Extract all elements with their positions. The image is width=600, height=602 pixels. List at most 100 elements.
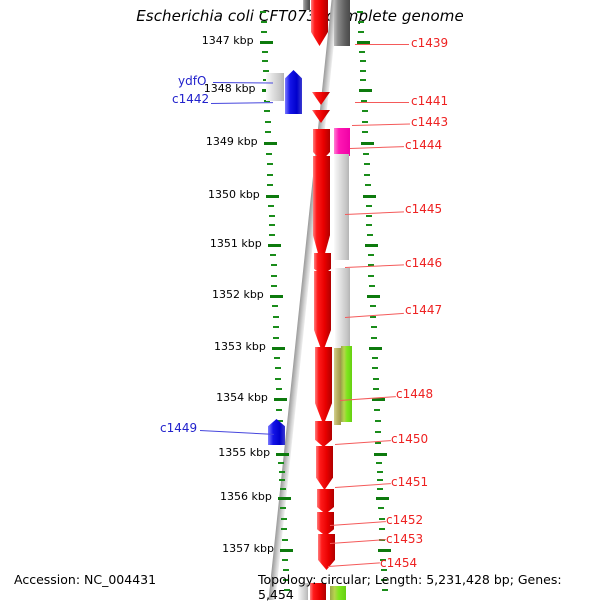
- axis-major-tick: [267, 244, 281, 247]
- axis-minor-tick: [361, 110, 368, 113]
- axis-minor-tick: [275, 387, 282, 390]
- gene-label-c1439[interactable]: c1439: [411, 36, 449, 50]
- axis-major-tick: [279, 549, 293, 552]
- gene-label-ydfO[interactable]: ydfO: [178, 74, 207, 88]
- axis-minor-tick: [267, 184, 274, 187]
- feature-bottom-gray[interactable]: [298, 583, 308, 600]
- axis-minor-tick: [273, 326, 280, 329]
- genome-summary-text: Topology: circular; Length: 5,231,428 bp…: [258, 572, 562, 602]
- gene-label-leader: [329, 539, 386, 544]
- gene-label-leader: [344, 211, 404, 215]
- feature-top-gray[interactable]: [303, 0, 310, 10]
- feature-c1444-pink[interactable]: [334, 128, 350, 156]
- axis-minor-tick: [381, 589, 388, 591]
- feature-c1446-red[interactable]: [314, 253, 331, 275]
- axis-minor-tick: [268, 204, 275, 207]
- feature-c1445-gray[interactable]: [334, 154, 349, 260]
- page-title: Escherichia coli CFT073, complete genome: [136, 7, 464, 25]
- axis-minor-tick: [358, 31, 365, 33]
- axis-minor-tick: [281, 528, 288, 531]
- axis-minor-tick: [260, 11, 267, 13]
- gene-label-c1454[interactable]: c1454: [380, 556, 418, 570]
- axis-minor-tick: [378, 507, 385, 510]
- axis-major-tick: [375, 497, 389, 500]
- axis-minor-tick: [370, 315, 377, 318]
- axis-minor-tick: [272, 305, 279, 308]
- gene-label-c1448[interactable]: c1448: [396, 387, 434, 401]
- axis-minor-tick: [268, 214, 275, 217]
- feature-c1448-green[interactable]: [341, 346, 352, 422]
- gene-label-c1452[interactable]: c1452: [386, 513, 424, 527]
- axis-minor-tick: [262, 60, 269, 63]
- feature-c1448-olive[interactable]: [334, 348, 341, 425]
- axis-minor-tick: [274, 367, 281, 370]
- feature-top-red[interactable]: [311, 0, 328, 8]
- feature-c1442-blue[interactable]: [285, 93, 302, 114]
- feature-c1445-red[interactable]: [313, 156, 330, 266]
- gene-label-leader: [351, 123, 410, 126]
- accession-text: Accession: NC_004431: [14, 572, 157, 587]
- gene-label-c1449[interactable]: c1449: [160, 421, 198, 435]
- axis-minor-tick: [273, 336, 280, 339]
- feature-bottom-red[interactable]: [310, 583, 326, 600]
- axis-major-tick: [271, 347, 285, 350]
- feature-ydfO-gray[interactable]: [266, 73, 284, 101]
- feature-ydfO-blue[interactable]: [285, 70, 302, 100]
- axis-minor-tick: [262, 69, 269, 72]
- axis-minor-tick: [366, 234, 373, 237]
- axis-minor-tick: [368, 274, 375, 277]
- axis-minor-tick: [357, 21, 364, 23]
- feature-c1444-red[interactable]: [313, 129, 330, 161]
- axis-minor-tick: [380, 569, 387, 571]
- axis-minor-tick: [270, 254, 277, 257]
- feature-c1451-red[interactable]: [316, 446, 333, 490]
- feature-c1452-red[interactable]: [317, 489, 334, 514]
- axis-tick-label: 1354 kbp: [216, 391, 268, 404]
- feature-c1453-red[interactable]: [317, 512, 334, 536]
- axis-minor-tick: [377, 488, 384, 491]
- axis-tick-label: 1349 kbp: [205, 135, 258, 148]
- gene-label-c1451[interactable]: c1451: [391, 475, 429, 489]
- feature-c1448-red[interactable]: [315, 347, 332, 425]
- axis-major-tick: [371, 398, 385, 401]
- feature-c1439-gray[interactable]: [334, 0, 350, 46]
- axis-minor-tick: [280, 517, 287, 520]
- axis-minor-tick: [363, 163, 370, 166]
- feature-c1447-red[interactable]: [314, 271, 331, 353]
- axis-minor-tick: [381, 579, 388, 581]
- gene-label-c1443[interactable]: c1443: [411, 115, 449, 129]
- gene-label-c1447[interactable]: c1447: [405, 303, 443, 317]
- axis-minor-tick: [380, 559, 387, 561]
- feature-bottom-green[interactable]: [330, 586, 346, 600]
- gene-label-c1453[interactable]: c1453: [386, 532, 424, 546]
- axis-tick-label: 1357 kbp: [222, 542, 274, 555]
- axis-tick-label: 1350 kbp: [207, 188, 260, 201]
- axis-minor-tick: [278, 461, 285, 464]
- feature-c1454-red[interactable]: [318, 534, 335, 570]
- axis-major-tick: [367, 295, 381, 298]
- gene-label-c1442[interactable]: c1442: [172, 92, 210, 106]
- gene-label-c1450[interactable]: c1450: [391, 432, 429, 446]
- axis-major-tick: [369, 347, 383, 350]
- axis-minor-tick: [371, 357, 378, 360]
- feature-c1449-blue[interactable]: [268, 419, 285, 445]
- axis-major-tick: [373, 453, 387, 456]
- feature-c1447-gray[interactable]: [335, 268, 350, 348]
- axis-major-tick: [377, 549, 391, 552]
- gene-label-c1446[interactable]: c1446: [405, 256, 443, 270]
- gene-label-leader: [334, 440, 391, 445]
- feature-c1439-red[interactable]: [311, 0, 328, 46]
- axis-minor-tick: [359, 69, 366, 72]
- feature-c1443-tri[interactable]: [312, 110, 330, 123]
- axis-minor-tick: [283, 579, 290, 581]
- axis-minor-tick: [270, 274, 277, 277]
- gene-label-c1445[interactable]: c1445: [405, 202, 443, 216]
- gene-label-c1441[interactable]: c1441: [411, 94, 449, 108]
- gene-label-leader: [329, 521, 386, 526]
- feature-c1450-red[interactable]: [315, 421, 332, 447]
- axis-minor-tick: [363, 152, 370, 155]
- axis-minor-tick: [364, 184, 371, 187]
- gene-label-c1444[interactable]: c1444: [405, 138, 443, 152]
- axis-minor-tick: [282, 569, 289, 571]
